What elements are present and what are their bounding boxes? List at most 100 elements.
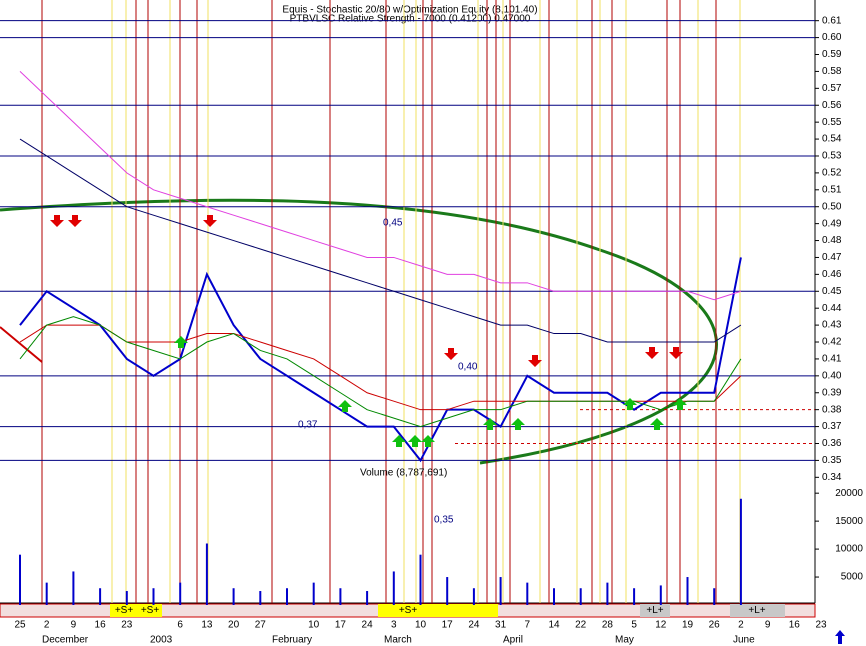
status-long xyxy=(640,604,670,617)
scroll-arrow[interactable] xyxy=(835,630,845,644)
sell-arrow xyxy=(669,347,683,359)
x-tick-label: 19 xyxy=(682,620,694,631)
month-label: March xyxy=(384,635,412,646)
volume-bar xyxy=(633,588,636,605)
x-tick-label: 7 xyxy=(525,620,531,631)
volume-bar xyxy=(232,588,235,605)
y-tick-label: 0.42 xyxy=(822,337,842,348)
y-tick-label: 0.47 xyxy=(822,252,842,263)
volume-bar xyxy=(286,588,288,605)
volume-bar xyxy=(259,591,262,605)
status-bar xyxy=(0,603,816,618)
x-tick-label: 20 xyxy=(228,620,240,631)
x-tick-label: 28 xyxy=(602,620,614,631)
volume-bar xyxy=(392,571,395,605)
y-tick-label: 0.39 xyxy=(822,387,842,398)
x-tick-label: 9 xyxy=(71,620,77,631)
y-tick-label: 0.55 xyxy=(822,117,842,128)
x-tick-label: 3 xyxy=(391,620,397,631)
volume-tick-label: 15000 xyxy=(835,516,863,527)
volume-tick-label: 5000 xyxy=(841,572,864,583)
volume-bar xyxy=(99,588,102,605)
x-tick-label: 27 xyxy=(255,620,267,631)
y-tick-label: 0.36 xyxy=(822,438,842,449)
sell-arrow xyxy=(528,355,542,367)
x-tick-label: 17 xyxy=(442,620,454,631)
buy-arrow xyxy=(623,398,637,410)
x-tick-label: 6 xyxy=(177,620,183,631)
buy-arrow xyxy=(673,398,687,410)
buy-arrow xyxy=(483,418,497,430)
x-tick-label: 23 xyxy=(121,620,133,631)
month-label: February xyxy=(272,635,312,646)
y-tick-label: 0.60 xyxy=(822,32,842,43)
y-tick-label: 0.61 xyxy=(822,15,842,26)
x-tick-label: 2 xyxy=(738,620,744,631)
volume-tick-label: 20000 xyxy=(835,488,863,499)
y-tick-label: 0.51 xyxy=(822,184,842,195)
volume-bar xyxy=(659,585,662,605)
volume-bar xyxy=(526,582,529,605)
sell-arrow xyxy=(645,347,659,359)
x-tick-label: 12 xyxy=(655,620,667,631)
buy-arrow xyxy=(421,435,435,447)
y-tick-label: 0.35 xyxy=(822,455,842,466)
x-tick-label: 17 xyxy=(335,620,347,631)
volume-bar xyxy=(366,591,369,605)
x-tick-label: 16 xyxy=(789,620,801,631)
month-label: May xyxy=(615,635,634,646)
x-tick-label: 5 xyxy=(631,620,637,631)
x-tick-label: 14 xyxy=(548,620,560,631)
buy-arrow xyxy=(511,418,525,430)
y-tick-label: 0.56 xyxy=(822,100,842,111)
buy-arrow xyxy=(338,400,352,412)
volume-bar xyxy=(179,582,182,605)
header: Equis - Stochastic 20/80 w/Optimization … xyxy=(282,5,537,16)
y-tick-label: 0.54 xyxy=(822,134,842,145)
x-tick-label: 10 xyxy=(415,620,427,631)
header: PTBVLSC Relative Strength - 7000 (0.4120… xyxy=(290,14,531,25)
x-tick-label: 10 xyxy=(308,620,320,631)
y-tick-label: 0.43 xyxy=(822,320,842,331)
volume-bar xyxy=(152,588,155,605)
x-tick-label: 31 xyxy=(495,620,507,631)
buy-arrow xyxy=(408,435,422,447)
sell-arrow xyxy=(203,215,217,227)
volume-tick-label: 10000 xyxy=(835,544,863,555)
status-label: +S+ xyxy=(399,605,418,616)
month-label: April xyxy=(503,635,523,646)
volume-bar xyxy=(339,588,342,605)
x-tick-label: 16 xyxy=(95,620,107,631)
volume-bar xyxy=(125,591,128,605)
y-tick-label: 0.49 xyxy=(822,218,842,229)
x-tick-label: 22 xyxy=(575,620,587,631)
y-tick-label: 0.57 xyxy=(822,83,842,94)
annotation: 0,45 xyxy=(383,218,403,229)
month-label: June xyxy=(733,635,755,646)
y-tick-label: 0.41 xyxy=(822,354,842,365)
y-tick-label: 0.38 xyxy=(822,404,842,415)
status-label: +S+ xyxy=(141,605,160,616)
volume-bar xyxy=(606,582,609,605)
y-tick-label: 0.59 xyxy=(822,49,842,60)
y-tick-label: 0.40 xyxy=(822,370,842,381)
y-tick-label: 0.37 xyxy=(822,421,842,432)
y-tick-label: 0.48 xyxy=(822,235,842,246)
x-tick-label: 23 xyxy=(815,620,827,631)
volume-bar xyxy=(312,582,315,605)
x-tick-label: 26 xyxy=(709,620,721,631)
month-label: December xyxy=(42,635,89,646)
volume-bar xyxy=(419,554,422,605)
moving-average xyxy=(19,138,742,343)
annotation: 0,37 xyxy=(298,420,318,431)
sell-arrow xyxy=(50,215,64,227)
trend-line xyxy=(0,326,43,363)
moving-average xyxy=(19,316,742,428)
y-tick-label: 0.45 xyxy=(822,286,842,297)
y-tick-label: 0.34 xyxy=(822,472,842,483)
x-tick-label: 13 xyxy=(201,620,213,631)
x-tick-label: 24 xyxy=(468,620,480,631)
